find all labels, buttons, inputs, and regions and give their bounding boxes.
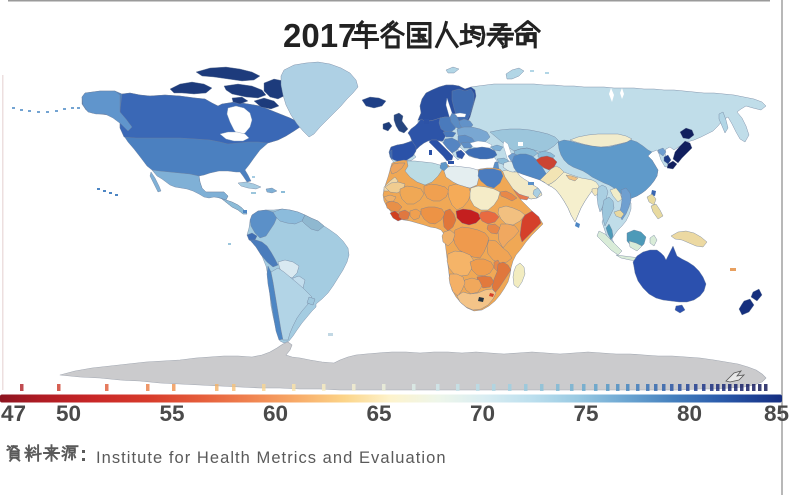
svg-text:50: 50 [56,401,81,426]
svg-text:80: 80 [677,401,702,426]
svg-text:70: 70 [470,401,495,426]
svg-text:60: 60 [263,401,288,426]
svg-text:65: 65 [366,401,391,426]
svg-text:85: 85 [764,401,789,426]
svg-text:75: 75 [573,401,598,426]
svg-text:Institute for Health Metrics a: Institute for Health Metrics and Evaluat… [96,449,447,467]
svg-text:2017: 2017 [283,17,356,54]
svg-text:47: 47 [1,401,26,426]
svg-text:55: 55 [159,401,184,426]
